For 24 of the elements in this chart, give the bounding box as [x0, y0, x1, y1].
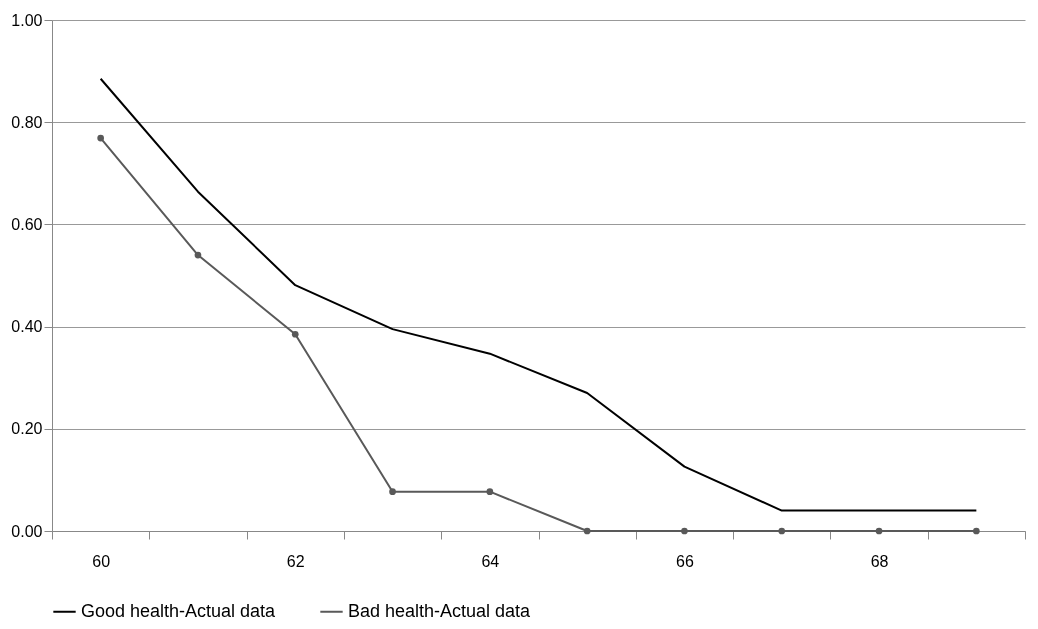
line-series	[99, 77, 978, 512]
y-tick-label: 0.80	[11, 113, 43, 131]
point	[875, 527, 883, 535]
x-tick-label: 62	[286, 552, 305, 570]
y-tick-label: 0.20	[11, 420, 43, 438]
x-tick-label: 64	[481, 552, 500, 570]
y-tick-label: 0.00	[11, 522, 43, 540]
point	[389, 488, 396, 495]
point	[194, 251, 202, 259]
point	[778, 527, 786, 535]
x-tick-label: 60	[92, 552, 111, 570]
point	[973, 527, 980, 535]
legend-label: Good health-Actual data	[81, 600, 277, 621]
y-tick-label: 1.00	[11, 11, 43, 29]
y-tick-label: 0.40	[11, 318, 43, 336]
point	[583, 527, 591, 535]
point	[486, 488, 494, 495]
x-tick-label: 66	[676, 552, 694, 570]
x-tick-label: 68	[870, 552, 889, 570]
y-tick-label: 0.60	[11, 215, 43, 233]
point	[291, 330, 299, 338]
point	[97, 134, 104, 142]
legend-label: Bad health-Actual data	[348, 600, 532, 621]
point	[681, 527, 688, 535]
